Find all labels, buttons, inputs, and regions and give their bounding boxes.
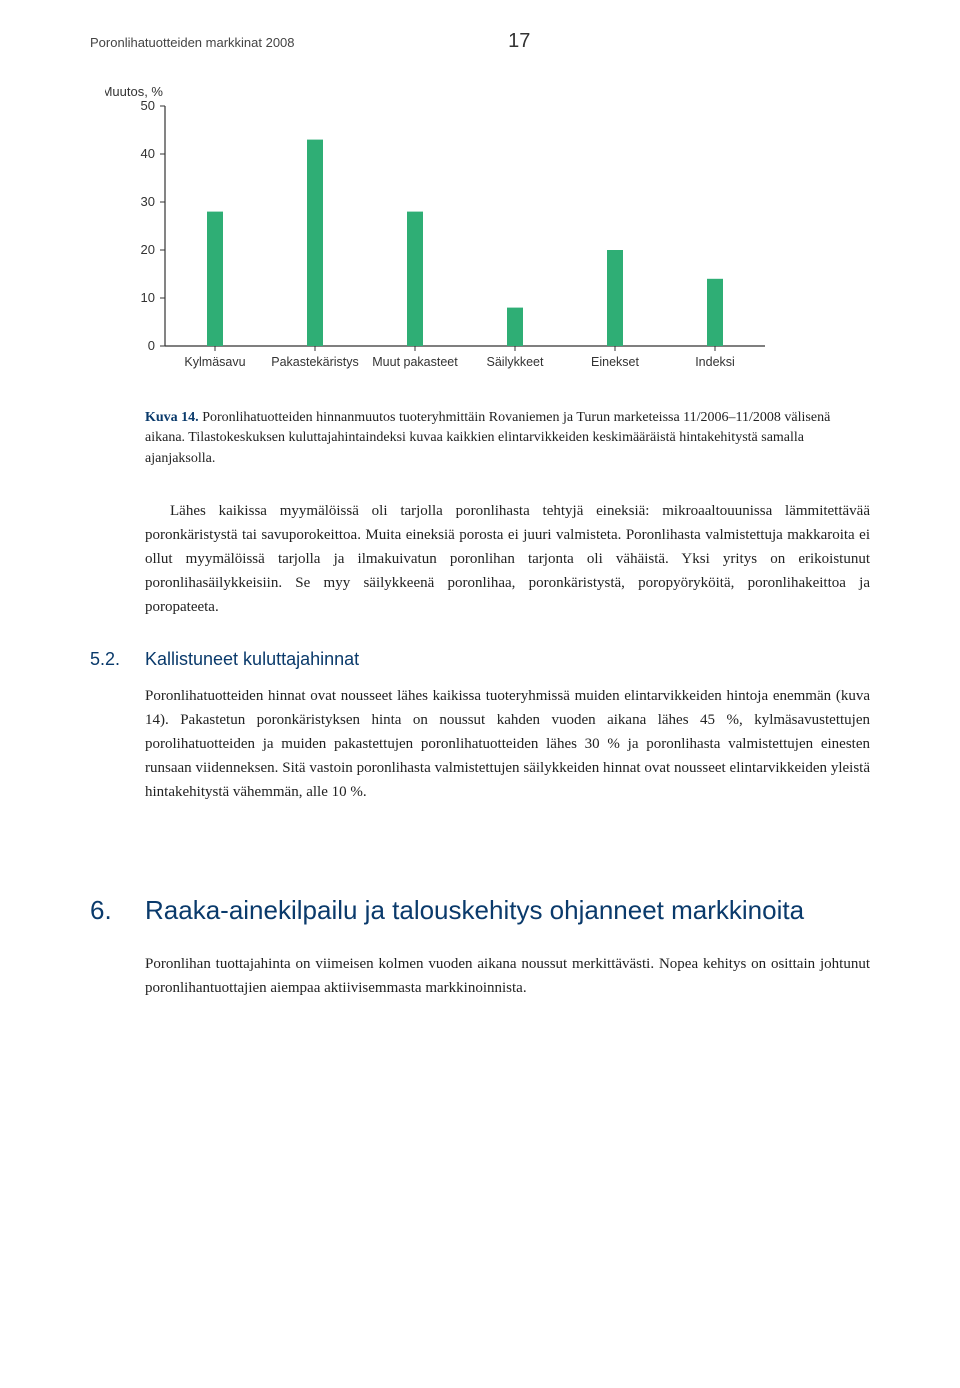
section-title: Kallistuneet kuluttajahinnat <box>145 649 359 670</box>
figure-caption-text: Poronlihatuotteiden hinnanmuutos tuotery… <box>145 410 830 466</box>
figure-caption: Kuva 14. Poronlihatuotteiden hinnanmuuto… <box>145 408 840 469</box>
section-5-2-paragraph: Poronlihatuotteiden hinnat ovat nousseet… <box>145 684 870 804</box>
svg-text:20: 20 <box>141 242 155 257</box>
running-header: Poronlihatuotteiden markkinat 2008 17 <box>90 30 870 53</box>
svg-text:40: 40 <box>141 146 155 161</box>
section-5-2-heading: 5.2. Kallistuneet kuluttajahinnat <box>90 649 870 670</box>
section-6-paragraph: Poronlihan tuottajahinta on viimeisen ko… <box>145 952 870 1000</box>
svg-text:Indeksi: Indeksi <box>695 355 735 369</box>
section-number: 6. <box>90 895 145 926</box>
svg-text:Muut pakasteet: Muut pakasteet <box>372 355 458 369</box>
svg-text:0: 0 <box>148 338 155 353</box>
price-change-chart: Muutos, % 0 10 20 30 40 50 Kylmäsavu Pakastekäri… <box>105 78 870 388</box>
section-6-heading: 6. Raaka-ainekilpailu ja talouskehitys o… <box>90 894 870 928</box>
svg-text:Säilykkeet: Säilykkeet <box>487 355 544 369</box>
svg-text:Einekset: Einekset <box>591 355 639 369</box>
svg-text:Muutos, %: Muutos, % <box>105 84 163 99</box>
section-number: 5.2. <box>90 649 145 670</box>
svg-text:10: 10 <box>141 290 155 305</box>
svg-text:30: 30 <box>141 194 155 209</box>
page-number: 17 <box>508 30 530 53</box>
running-title: Poronlihatuotteiden markkinat 2008 <box>90 35 295 50</box>
figure-label: Kuva 14. <box>145 410 199 425</box>
section-title: Raaka-ainekilpailu ja talouskehitys ohja… <box>145 894 804 928</box>
svg-text:Kylmäsavu: Kylmäsavu <box>184 355 245 369</box>
body-paragraph-1: Lähes kaikissa myymälöissä oli tarjolla … <box>145 499 870 619</box>
svg-text:50: 50 <box>141 98 155 113</box>
svg-text:Pakastekäristys: Pakastekäristys <box>271 355 359 369</box>
